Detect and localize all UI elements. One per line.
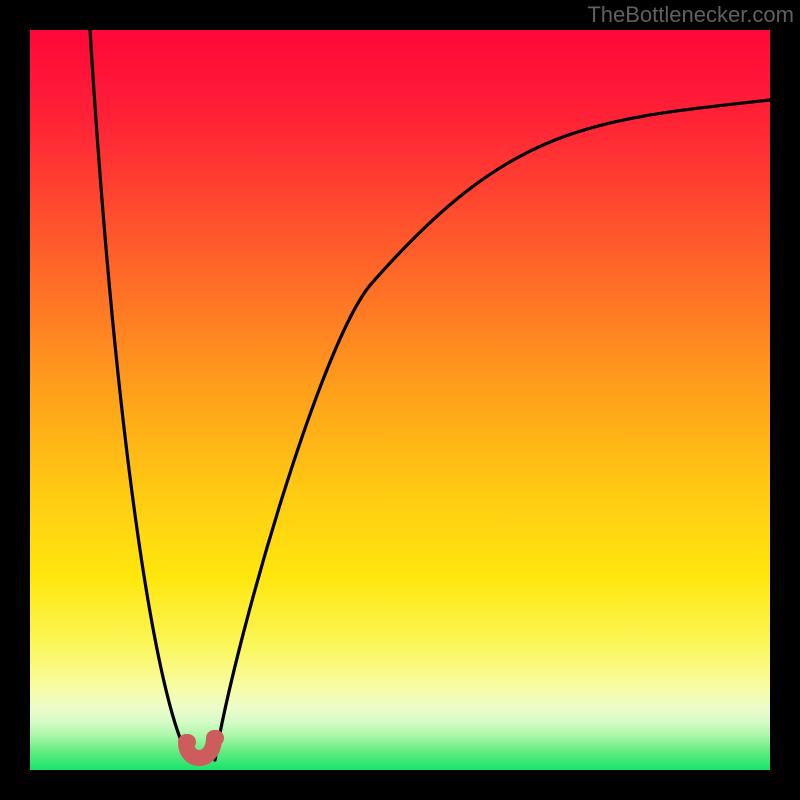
valley-dot-0 — [180, 734, 196, 750]
valley-dot-2 — [208, 730, 224, 746]
curve-right-branch — [215, 100, 770, 760]
chart-overlay — [0, 0, 800, 800]
watermark-text: TheBottlenecker.com — [587, 2, 794, 28]
curve-left-branch — [90, 30, 190, 760]
